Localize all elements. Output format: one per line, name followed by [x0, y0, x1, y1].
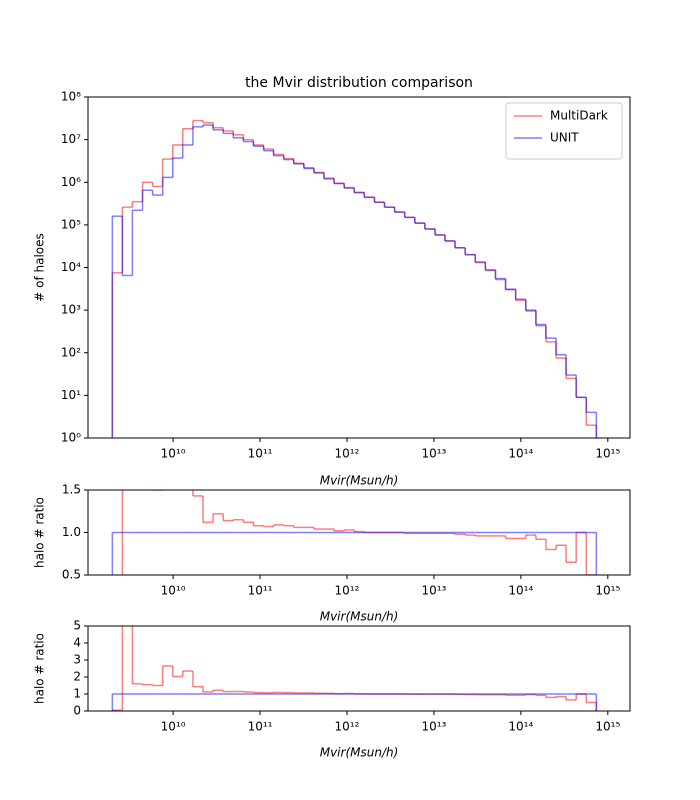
- x-tick-label: 10¹⁵: [595, 447, 620, 461]
- legend-label: UNIT: [550, 131, 579, 145]
- y-tick-label: 1.5: [62, 483, 81, 497]
- legend-box: [505, 102, 623, 160]
- y-tick-label: 10⁵: [61, 217, 81, 231]
- x-axis-label: Mvir(Msun/h): [320, 610, 399, 624]
- x-tick-label: 10¹²: [335, 447, 360, 461]
- y-tick-label: 10⁴: [61, 260, 81, 274]
- y-tick-label: 0: [73, 704, 81, 718]
- y-tick-label: 10⁸: [61, 90, 81, 104]
- y-tick-label: 5: [73, 619, 81, 633]
- x-tick-label: 10¹⁰: [161, 584, 186, 598]
- y-tick-label: 10²: [61, 345, 81, 359]
- legend-label: MultiDark: [550, 109, 608, 123]
- y-tick-label: 1.0: [62, 525, 81, 539]
- x-tick-label: 10¹¹: [248, 447, 273, 461]
- x-tick-label: 10¹³: [421, 584, 446, 598]
- y-tick-label: 10⁷: [61, 132, 81, 146]
- y-tick-label: 2: [73, 670, 81, 684]
- x-tick-label: 10¹²: [335, 720, 360, 734]
- x-axis-label: Mvir(Msun/h): [320, 746, 399, 760]
- x-tick-label: 10¹¹: [248, 720, 273, 734]
- y-tick-label: 10⁰: [61, 431, 81, 445]
- y-axis-label: halo # ratio: [33, 497, 47, 568]
- x-tick-label: 10¹¹: [248, 584, 273, 598]
- axes-frame: [87, 625, 631, 712]
- y-tick-label: 10³: [61, 303, 81, 317]
- x-tick-label: 10¹⁴: [508, 584, 533, 598]
- x-tick-label: 10¹³: [421, 720, 446, 734]
- plot-area: [111, 626, 598, 711]
- x-tick-label: 10¹³: [421, 447, 446, 461]
- x-tick-label: 10¹⁰: [161, 720, 186, 734]
- y-axis-label: # of haloes: [33, 233, 47, 302]
- plot-area: [111, 490, 598, 575]
- x-axis-label: Mvir(Msun/h): [320, 474, 399, 488]
- plot-area: [111, 119, 598, 438]
- x-tick-label: 10¹⁵: [595, 584, 620, 598]
- y-tick-label: 4: [73, 636, 81, 650]
- x-tick-label: 10¹⁵: [595, 720, 620, 734]
- chart-title: the Mvir distribution comparison: [245, 75, 473, 91]
- x-tick-label: 10¹²: [335, 584, 360, 598]
- y-tick-label: 3: [73, 653, 81, 667]
- y-tick-label: 10⁶: [61, 175, 81, 189]
- x-tick-label: 10¹⁴: [508, 720, 533, 734]
- y-axis-label: halo # ratio: [33, 633, 47, 704]
- x-tick-label: 10¹⁴: [508, 447, 533, 461]
- y-tick-label: 10¹: [61, 388, 81, 402]
- y-tick-label: 1: [73, 687, 81, 701]
- x-tick-label: 10¹⁰: [161, 447, 186, 461]
- y-tick-label: 0.5: [62, 568, 81, 582]
